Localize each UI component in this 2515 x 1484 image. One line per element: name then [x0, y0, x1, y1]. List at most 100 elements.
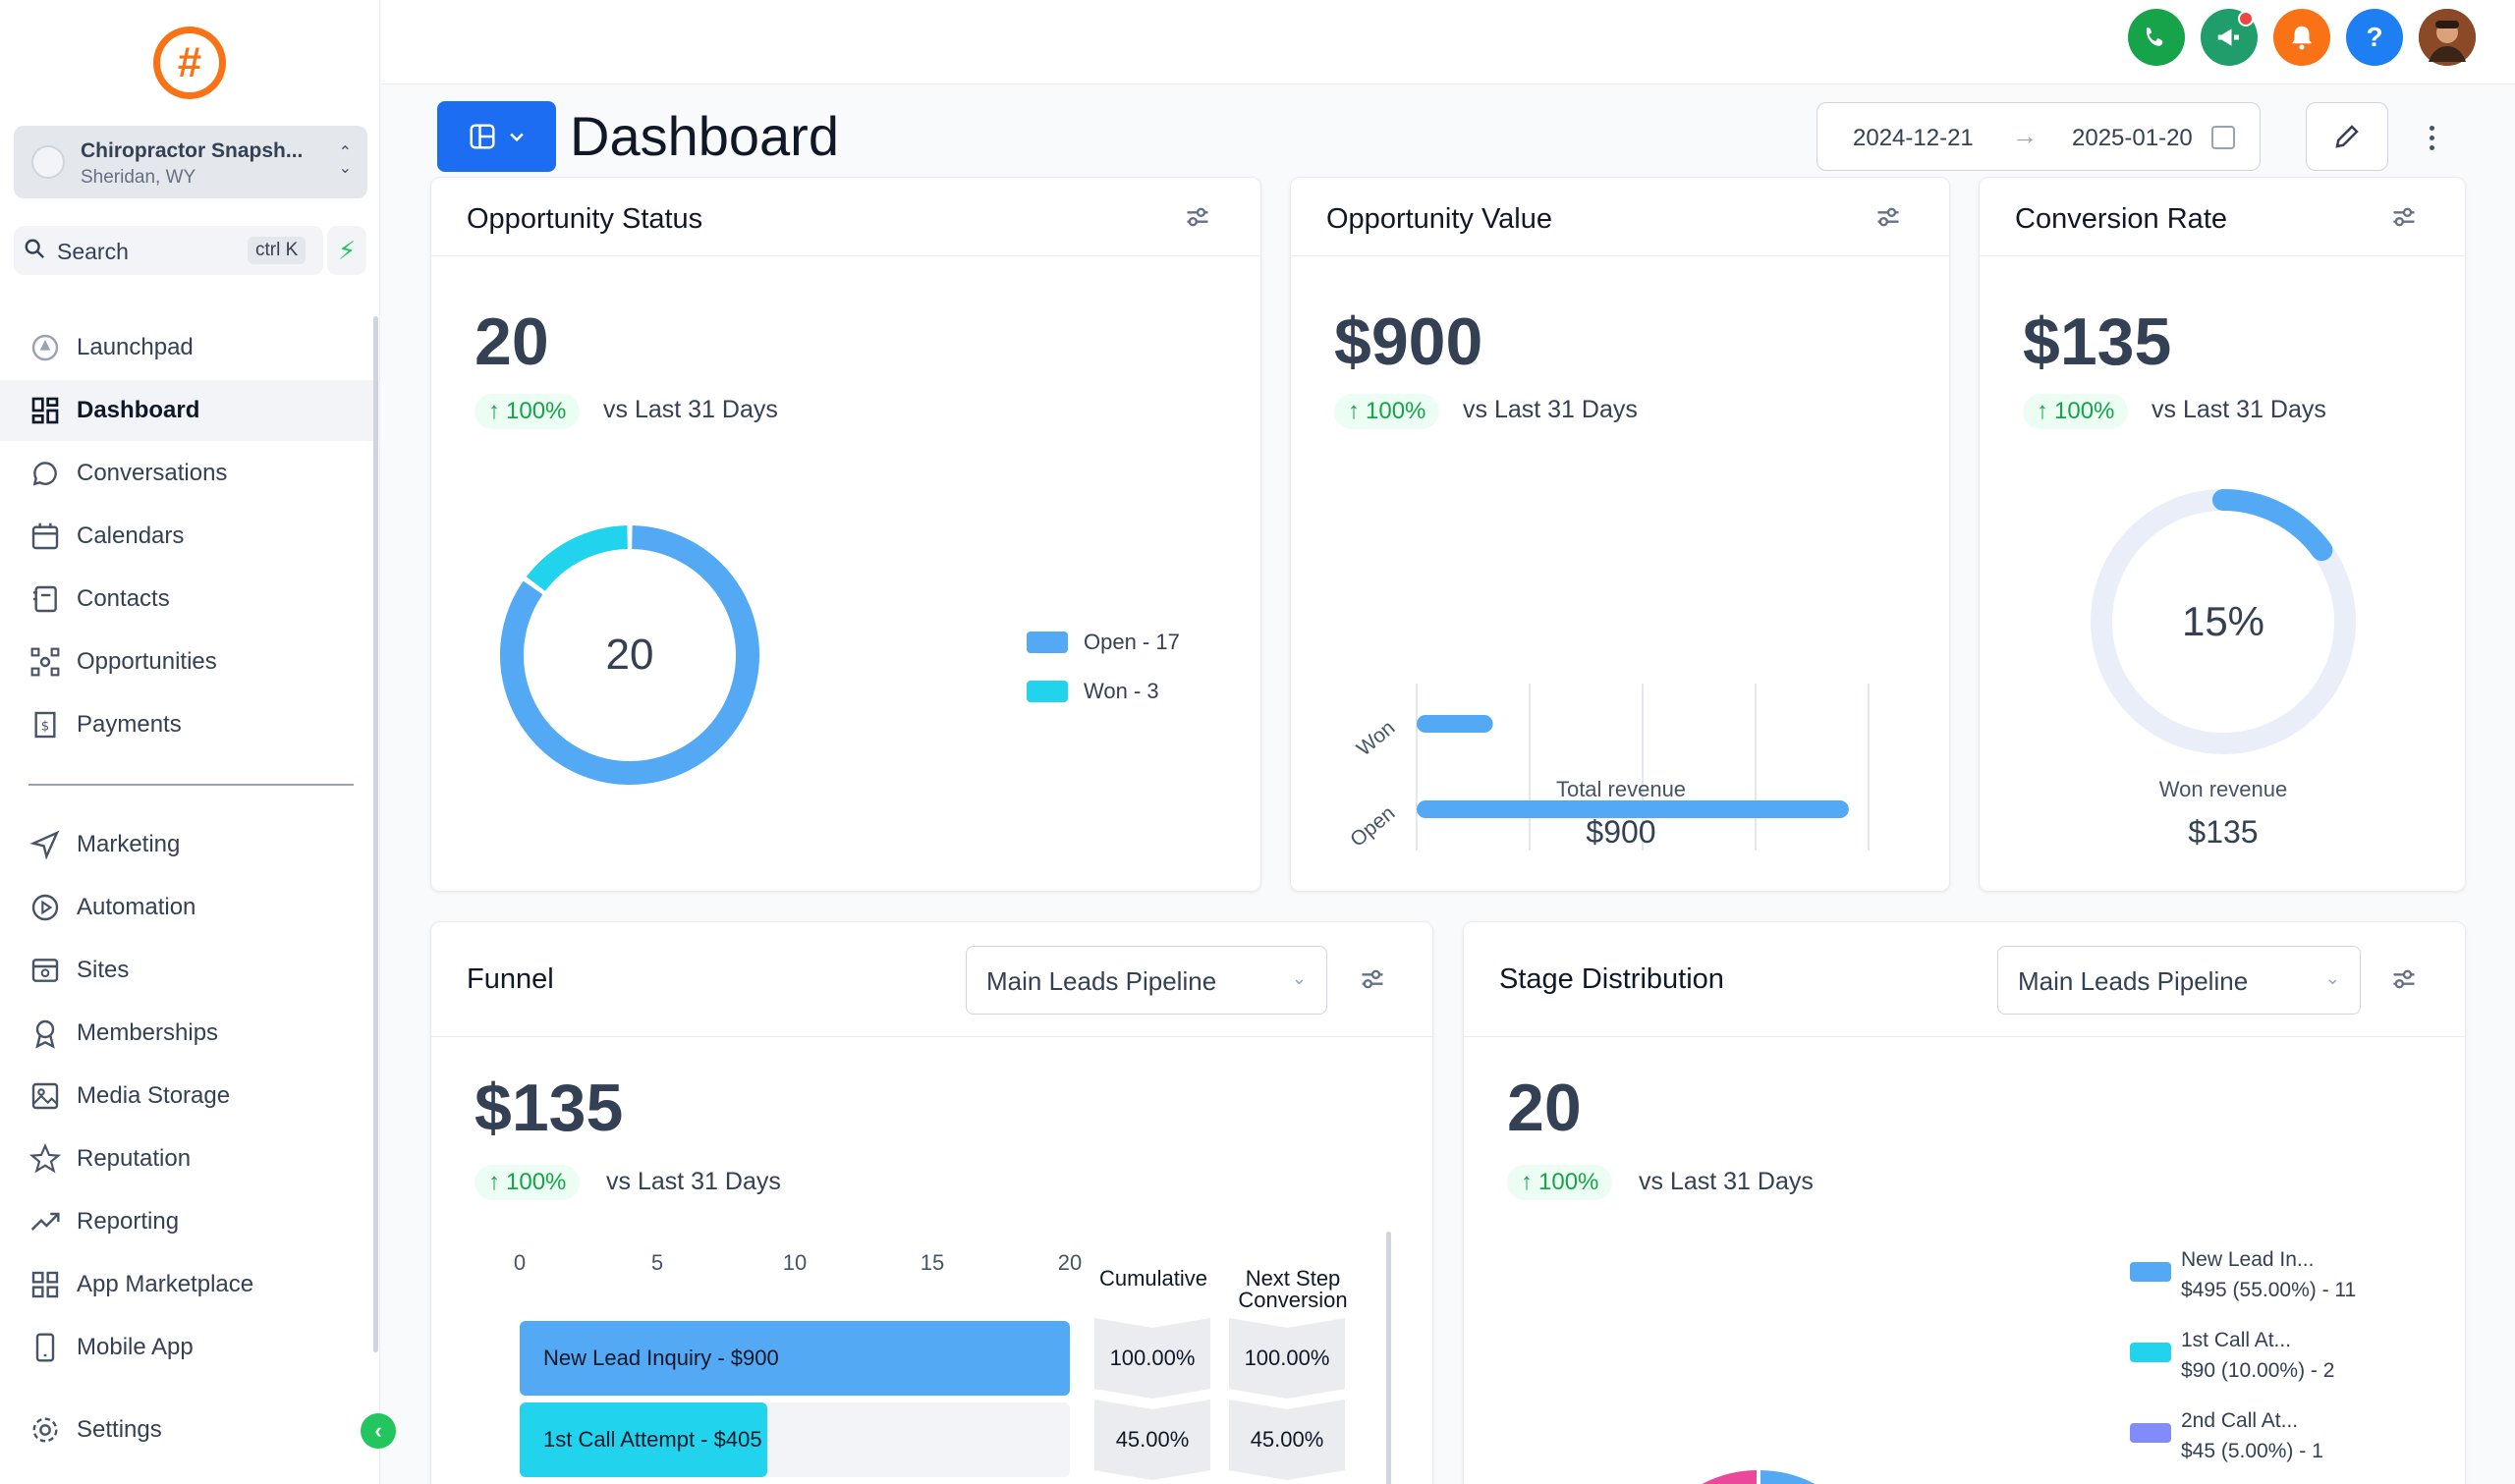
chart-caption: Won revenue: [2158, 777, 2288, 801]
cumulative-cell: 100.00%: [1094, 1318, 1210, 1399]
dashboard-switcher-button[interactable]: [437, 101, 556, 172]
gauge-fill[interactable]: [2212, 489, 2333, 562]
collapse-sidebar-button[interactable]: ‹: [361, 1413, 396, 1449]
donut-slice-open[interactable]: [500, 525, 759, 785]
sidebar-item-memberships[interactable]: Memberships: [0, 1003, 380, 1064]
legend-swatch: [2130, 1423, 2171, 1443]
gauge-label: 15%: [2182, 598, 2264, 644]
sidebar-item-calendars[interactable]: Calendars: [0, 506, 380, 567]
sidebar-item-settings[interactable]: Settings: [0, 1400, 380, 1460]
pipeline-select[interactable]: Main Leads Pipeline ⌄: [966, 946, 1327, 1015]
sidebar-item-opportunities[interactable]: Opportunities: [0, 632, 380, 692]
more-options-icon[interactable]: [2417, 118, 2446, 157]
legend-item[interactable]: 1st Call At... $90 (10.00%) - 2: [2181, 1325, 2334, 1386]
legend-item[interactable]: Won - 3: [1027, 679, 1159, 704]
filter-icon[interactable]: [1359, 965, 1386, 993]
award-icon: [28, 1017, 62, 1050]
dashboard-icon: [28, 394, 62, 427]
user-photo-icon: [2419, 9, 2476, 66]
comparison-label: vs Last 31 Days: [1639, 1168, 1814, 1195]
funnel-bar-label: New Lead Inquiry - $900: [543, 1346, 779, 1370]
cumulative-column-header: Cumulative: [1098, 1266, 1208, 1291]
filter-icon[interactable]: [2390, 965, 2418, 993]
notification-dot: [2238, 11, 2254, 27]
sidebar-item-conversations[interactable]: Conversations: [0, 443, 380, 504]
sidebar-item-label: Opportunities: [77, 648, 217, 675]
filter-icon[interactable]: [1184, 203, 1211, 231]
donut-slice-won[interactable]: [526, 525, 629, 592]
pencil-icon: [2335, 125, 2359, 148]
card-title: Opportunity Status: [467, 203, 703, 235]
change-badge: ↑ 100%: [475, 394, 581, 429]
page-title: Dashboard: [570, 105, 839, 167]
legend-name: 2nd Call At...: [2181, 1409, 2299, 1432]
sidebar-item-sites[interactable]: Sites: [0, 940, 380, 1001]
notifications-button[interactable]: [2273, 9, 2330, 66]
sidebar-item-launchpad[interactable]: Launchpad: [0, 317, 380, 378]
phone-icon: [2147, 27, 2163, 46]
layout-icon: [470, 124, 494, 149]
edit-dashboard-button[interactable]: [2306, 102, 2388, 171]
change-badge: ↑ 100%: [1334, 394, 1440, 429]
legend-detail: $495 (55.00%) - 11: [2181, 1279, 2357, 1301]
filter-icon[interactable]: [2390, 203, 2418, 231]
x-tick-label: 15: [920, 1250, 945, 1275]
x-tick-label: 10: [782, 1250, 808, 1275]
sidebar-item-reporting[interactable]: Reporting: [0, 1191, 380, 1252]
search-box[interactable]: Search ctrl K: [14, 226, 323, 275]
pie-slice: [1759, 1469, 1816, 1484]
next-step-cell: 45.00%: [1229, 1400, 1345, 1480]
card-title: Stage Distribution: [1499, 963, 1724, 995]
top-bar: ?: [381, 0, 2515, 84]
nav-divider: [28, 784, 354, 786]
funnel-scrollbar[interactable]: [1386, 1232, 1391, 1484]
legend-item[interactable]: Open - 17: [1027, 630, 1180, 655]
user-avatar[interactable]: [2419, 9, 2476, 66]
metric-value: 20: [1507, 1071, 1582, 1145]
contacts-icon: [28, 582, 62, 616]
sidebar-item-label: Reporting: [77, 1208, 180, 1235]
sidebar-item-label: Settings: [77, 1416, 162, 1443]
conversion-gauge-chart: 15%: [2091, 489, 2356, 754]
sidebar-item-payments[interactable]: $ Payments: [0, 694, 380, 755]
bar-open[interactable]: [1417, 800, 1849, 818]
sidebar-item-label: Reputation: [77, 1145, 192, 1172]
legend-item[interactable]: New Lead In... $495 (55.00%) - 11: [2181, 1244, 2356, 1305]
metric-value: $135: [2023, 304, 2172, 379]
funnel-bar[interactable]: 1st Call Attempt - $405: [520, 1402, 767, 1477]
sidebar-item-app-marketplace[interactable]: App Marketplace: [0, 1254, 380, 1315]
sidebar-item-automation[interactable]: Automation: [0, 877, 380, 938]
quick-action-bolt-icon[interactable]: ⚡: [327, 226, 366, 275]
phone-button[interactable]: [2128, 9, 2185, 66]
bell-icon: [2292, 26, 2312, 50]
send-icon: [28, 828, 62, 861]
sidebar-item-mobile-app[interactable]: Mobile App: [0, 1317, 380, 1378]
location-city: Sheridan, WY: [81, 167, 196, 188]
sidebar-item-marketing[interactable]: Marketing: [0, 814, 380, 875]
legend-label: Open - 17: [1084, 630, 1180, 654]
sidebar-item-media-storage[interactable]: Media Storage: [0, 1066, 380, 1127]
legend-item[interactable]: 2nd Call At... $45 (5.00%) - 1: [2181, 1405, 2323, 1466]
funnel-bar[interactable]: New Lead Inquiry - $900: [520, 1321, 1070, 1396]
legend-swatch: [1027, 632, 1068, 653]
help-button[interactable]: ?: [2346, 9, 2403, 66]
sidebar-item-contacts[interactable]: Contacts: [0, 569, 380, 630]
sidebar-item-label: Launchpad: [77, 334, 194, 360]
announcements-button[interactable]: [2201, 9, 2258, 66]
date-range-picker[interactable]: 2024-12-21 → 2025-01-20: [1816, 102, 2261, 171]
bar-won[interactable]: [1417, 715, 1493, 733]
sidebar-item-dashboard[interactable]: Dashboard: [0, 380, 380, 441]
arrow-up-icon: ↑: [1521, 1169, 1533, 1195]
metric-value: 20: [475, 304, 549, 379]
sidebar-item-label: Mobile App: [77, 1334, 194, 1360]
pipeline-select[interactable]: Main Leads Pipeline ⌄: [1997, 946, 2361, 1015]
opportunity-status-card: Opportunity Status 20 ↑ 100% vs Last 31 D…: [430, 177, 1261, 892]
filter-icon[interactable]: [1874, 203, 1902, 231]
location-switcher[interactable]: Chiropractor Snapsh... Sheridan, WY ⌃ ⌄: [14, 126, 367, 198]
sidebar-scrollbar[interactable]: [373, 316, 378, 1352]
app-logo[interactable]: #: [153, 27, 226, 99]
change-badge: ↑ 100%: [1507, 1165, 1613, 1200]
sidebar-item-reputation[interactable]: Reputation: [0, 1128, 380, 1189]
chart-caption-value: $900: [1586, 814, 1656, 850]
